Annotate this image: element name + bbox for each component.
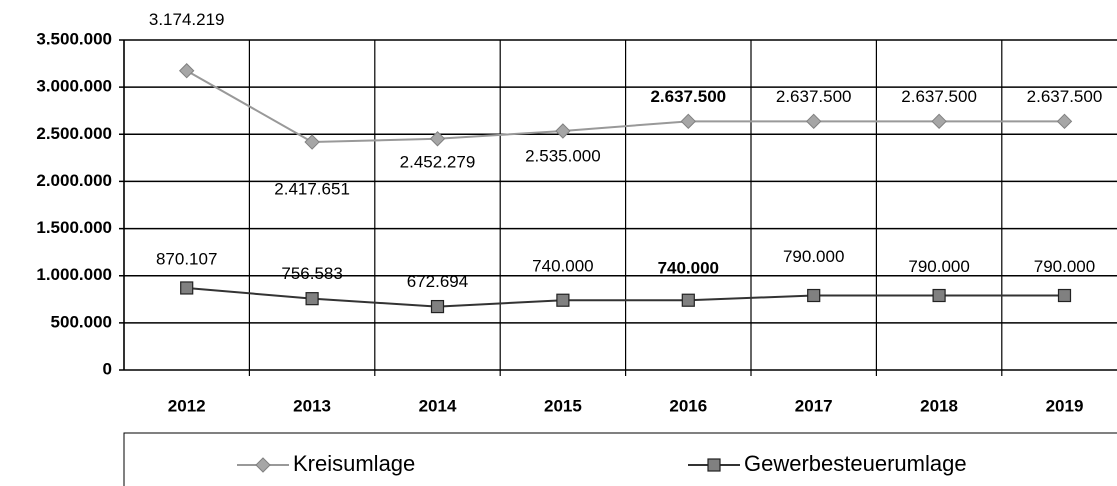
data-label: 672.694 bbox=[407, 272, 468, 291]
marker bbox=[180, 281, 194, 295]
marker bbox=[681, 293, 695, 307]
marker bbox=[178, 63, 195, 79]
legend-label: Gewerbesteuerumlage bbox=[744, 451, 967, 476]
series-line bbox=[186, 69, 1065, 144]
data-label: 790.000 bbox=[908, 257, 969, 276]
data-label: 740.000 bbox=[532, 257, 593, 276]
x-tick-label: 2018 bbox=[920, 396, 958, 415]
x-tick-label: 2017 bbox=[795, 396, 833, 415]
marker bbox=[429, 131, 446, 147]
x-tick-label: 2013 bbox=[293, 396, 331, 415]
marker bbox=[555, 123, 571, 139]
marker bbox=[305, 292, 319, 306]
data-label: 2.417.651 bbox=[274, 180, 350, 199]
data-label: 2.535.000 bbox=[525, 146, 601, 165]
y-tick-label: 3.000.000 bbox=[36, 77, 112, 96]
marker bbox=[707, 458, 721, 472]
y-tick-label: 2.500.000 bbox=[36, 124, 112, 143]
marker bbox=[1056, 113, 1073, 130]
x-tick-label: 2012 bbox=[168, 396, 206, 415]
data-label: 790.000 bbox=[1034, 257, 1095, 276]
y-tick-label: 2.000.000 bbox=[36, 171, 112, 190]
y-tick-label: 1.500.000 bbox=[36, 218, 112, 237]
data-label: 870.107 bbox=[156, 249, 217, 268]
x-tick-label: 2014 bbox=[419, 396, 457, 415]
marker bbox=[430, 299, 445, 314]
data-label: 790.000 bbox=[783, 247, 844, 266]
data-label: 3.174.219 bbox=[149, 10, 225, 29]
marker bbox=[680, 113, 697, 130]
marker bbox=[931, 113, 947, 130]
legend-box bbox=[123, 432, 1117, 486]
marker bbox=[932, 288, 946, 303]
marker bbox=[304, 134, 320, 150]
y-tick-label: 1.000.000 bbox=[36, 265, 112, 284]
x-tick-label: 2015 bbox=[544, 396, 582, 415]
data-label: 2.637.500 bbox=[776, 87, 852, 106]
data-label: 756.583 bbox=[281, 264, 342, 283]
x-tick-label: 2016 bbox=[669, 396, 707, 415]
y-tick-label: 0 bbox=[103, 359, 112, 378]
data-label: 2.637.500 bbox=[901, 87, 977, 106]
series-line bbox=[186, 286, 1065, 308]
y-tick-label: 3.500.000 bbox=[36, 29, 112, 48]
marker bbox=[556, 293, 570, 307]
marker bbox=[807, 288, 821, 303]
marker bbox=[255, 457, 271, 473]
data-label: 740.000 bbox=[658, 259, 719, 278]
marker bbox=[805, 113, 822, 130]
legend-label: Kreisumlage bbox=[293, 451, 415, 476]
data-label: 2.452.279 bbox=[400, 152, 476, 171]
y-tick-label: 500.000 bbox=[51, 312, 112, 331]
data-label: 2.637.500 bbox=[1027, 87, 1103, 106]
data-label: 2.637.500 bbox=[650, 87, 726, 106]
x-tick-label: 2019 bbox=[1046, 396, 1084, 415]
marker bbox=[1057, 288, 1072, 303]
